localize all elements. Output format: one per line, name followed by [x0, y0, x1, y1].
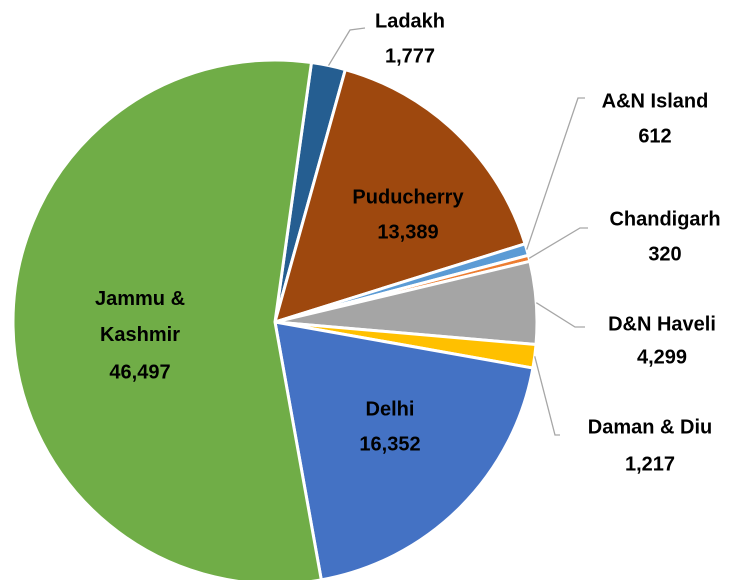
slice-name: A&N Island: [602, 90, 709, 112]
value-label: 46,497: [109, 361, 170, 383]
value-label: 4,299: [637, 346, 687, 368]
name-line: Kashmir: [100, 324, 180, 346]
leader-line: [534, 356, 560, 436]
value-label: 13,389: [377, 221, 438, 243]
slice-name: Delhi: [366, 398, 415, 420]
name-line: Jammu &: [95, 288, 185, 310]
slice-name: Puducherry: [352, 186, 464, 208]
pie-slice: [11, 58, 323, 580]
slice-name: Daman & Diu: [588, 416, 712, 438]
leader-line: [528, 227, 588, 259]
value-label: 16,352: [359, 433, 420, 455]
value-label: 1,777: [385, 45, 435, 67]
slice-name: Chandigarh: [609, 208, 720, 230]
leader-line: [535, 302, 585, 328]
value-label: 612: [638, 125, 671, 147]
pie-slice: [272, 67, 527, 325]
slice-name: D&N Haveli: [608, 313, 716, 335]
value-label: 1,217: [625, 453, 675, 475]
leader-line: [327, 27, 366, 66]
leader-line: [526, 97, 585, 250]
slice-name: Jammu & Kashmir: [95, 288, 185, 346]
slice-name: Ladakh: [375, 10, 445, 32]
value-label: 320: [648, 243, 681, 265]
pie-slice: [273, 320, 535, 580]
